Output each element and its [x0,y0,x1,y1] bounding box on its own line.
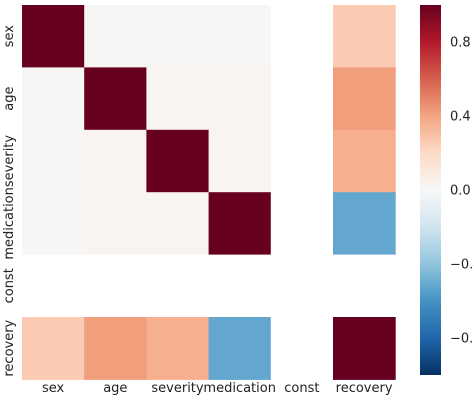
colorbar-tick-label: −0.4 [450,258,474,273]
heatmap-cell-sex-severity [146,5,210,68]
colorbar-ticks: 0.8 0.4 0.0 −0.4 −0.8 [450,36,474,347]
heatmap-cell-medication-severity [146,192,210,256]
heatmap-cell-const-medication [208,254,272,318]
heatmap-cell-sex-sex [22,5,85,68]
heatmap-cell-sex-const [270,5,334,68]
heatmap-cell-age-const [270,67,334,131]
colorbar-tick-label: 0.4 [450,110,471,125]
heatmap-cell-medication-medication [208,192,272,256]
heatmap-cell-severity-const [270,129,334,193]
colorbar-tick-label: 0.0 [450,184,471,199]
heatmap-cell-severity-severity [146,129,210,193]
heatmap-cell-age-recovery [333,67,396,131]
x-tick-label-sex: sex [42,381,65,396]
heatmap-cell-age-sex [22,67,85,131]
heatmap-cell-medication-recovery [333,192,396,256]
heatmap-cell-sex-medication [208,5,272,68]
y-tick-label-medication: medication [2,187,17,260]
heatmap-cell-const-age [84,254,147,318]
heatmap-cell-severity-sex [22,129,85,193]
x-tick-label-severity: severity [151,381,204,396]
heatmap-cell-severity-medication [208,129,272,193]
heatmap-cell-const-recovery [333,254,396,318]
y-tick-label-const: const [2,268,17,303]
y-tick-label-severity: severity [2,135,17,188]
heatmap-cell-severity-recovery [333,129,396,193]
heatmap-cell-const-const [270,254,334,318]
heatmap-cell-medication-age [84,192,147,256]
x-tick-label-medication: medication [203,381,276,396]
x-tick-label-const: const [284,381,319,396]
colorbar-tick-label: 0.8 [450,36,471,51]
y-tick-label-age: age [2,86,17,110]
heatmap-cell-recovery-severity [146,317,210,380]
heatmap-cell-sex-age [84,5,147,68]
heatmap-cell-sex-recovery [333,5,396,68]
heatmap-cell-medication-sex [22,192,85,256]
heatmap-cell-recovery-age [84,317,147,380]
heatmap-cell-medication-const [270,192,334,256]
colorbar-tick-label: −0.8 [450,332,474,347]
heatmap-cell-recovery-recovery [333,317,396,380]
heatmap-cell-age-medication [208,67,272,131]
x-tick-label-age: age [103,381,127,396]
heatmap-cell-age-age [84,67,147,131]
x-axis-tick-labels: sex age severity medication const recovery [42,381,393,396]
x-tick-label-recovery: recovery [336,381,393,396]
heatmap-cells [22,5,396,380]
y-tick-label-sex: sex [2,25,17,48]
heatmap-cell-const-severity [146,254,210,318]
heatmap-cell-age-severity [146,67,210,131]
heatmap-cell-recovery-sex [22,317,85,380]
heatmap-cell-severity-age [84,129,147,193]
y-tick-label-recovery: recovery [2,319,17,376]
heatmap-cell-recovery-medication [208,317,272,380]
colorbar [420,5,441,375]
heatmap-cell-recovery-const [270,317,334,380]
heatmap-cell-const-sex [22,254,85,318]
